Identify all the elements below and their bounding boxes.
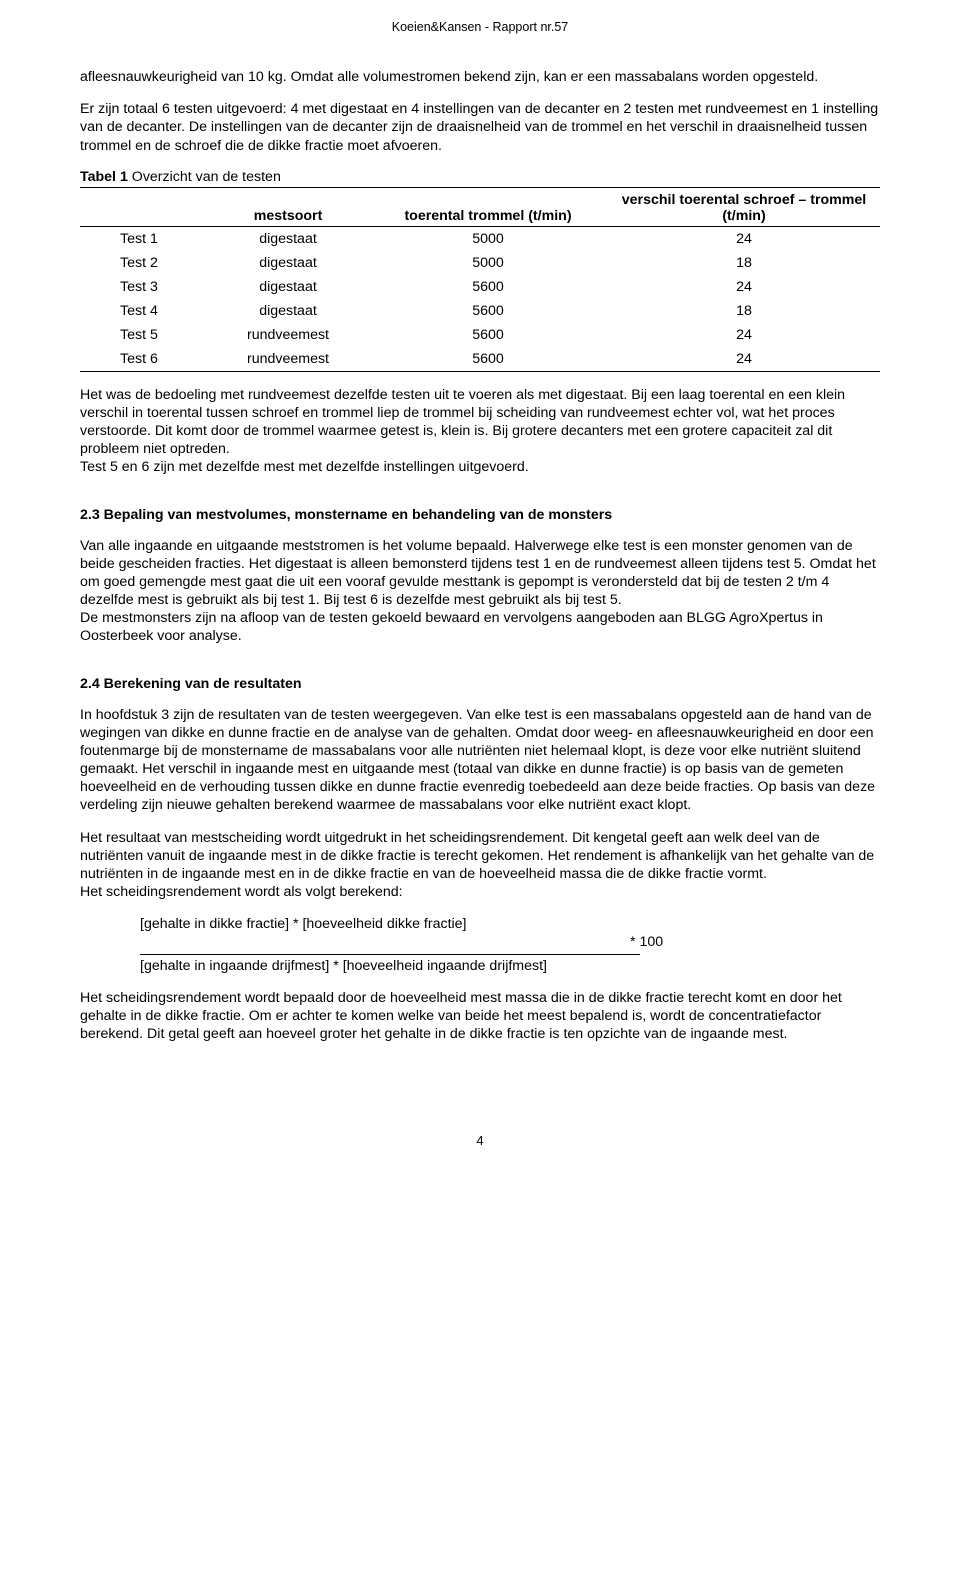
body-paragraph: Van alle ingaande en uitgaande meststrom… bbox=[80, 537, 880, 646]
table-cell: 24 bbox=[608, 275, 880, 299]
table-cell: 24 bbox=[608, 226, 880, 251]
table-cell: 24 bbox=[608, 323, 880, 347]
table-row: Test 6rundveemest560024 bbox=[80, 347, 880, 372]
table-cell: Test 2 bbox=[80, 251, 208, 275]
table-cell: 18 bbox=[608, 299, 880, 323]
table-cell: 5000 bbox=[368, 251, 608, 275]
table-caption: Tabel 1 Overzicht van de testen bbox=[80, 169, 880, 188]
body-paragraph: In hoofdstuk 3 zijn de resultaten van de… bbox=[80, 706, 880, 815]
body-paragraph: Het was de bedoeling met rundveemest dez… bbox=[80, 386, 880, 477]
table-row: Test 1digestaat500024 bbox=[80, 226, 880, 251]
table-cell: 5600 bbox=[368, 323, 608, 347]
table-cell: 5000 bbox=[368, 226, 608, 251]
table-row: Test 4digestaat560018 bbox=[80, 299, 880, 323]
section-heading-2-3: 2.3 Bepaling van mestvolumes, monsternam… bbox=[80, 507, 880, 523]
table-caption-text: Overzicht van de testen bbox=[128, 169, 281, 185]
body-paragraph: afleesnauwkeurigheid van 10 kg. Omdat al… bbox=[80, 68, 880, 86]
formula-denominator: [gehalte in ingaande drijfmest] * [hoeve… bbox=[80, 957, 880, 975]
table-cell: Test 6 bbox=[80, 347, 208, 372]
body-paragraph: Het scheidingsrendement wordt bepaald do… bbox=[80, 989, 880, 1044]
table-header-cell bbox=[80, 190, 208, 227]
table-header-cell: toerental trommel (t/min) bbox=[368, 190, 608, 227]
section-heading-2-4: 2.4 Berekening van de resultaten bbox=[80, 676, 880, 692]
table-cell: 5600 bbox=[368, 275, 608, 299]
table-header-cell: mestsoort bbox=[208, 190, 368, 227]
table-row: Test 2digestaat500018 bbox=[80, 251, 880, 275]
table-cell: Test 1 bbox=[80, 226, 208, 251]
table-caption-label: Tabel 1 bbox=[80, 169, 128, 185]
table-cell: Test 4 bbox=[80, 299, 208, 323]
table-cell: 5600 bbox=[368, 299, 608, 323]
tests-table: mestsoorttoerental trommel (t/min)versch… bbox=[80, 190, 880, 372]
formula-block: [gehalte in dikke fractie] * [hoeveelhei… bbox=[80, 915, 880, 975]
table-cell: 5600 bbox=[368, 347, 608, 372]
table-cell: Test 3 bbox=[80, 275, 208, 299]
table-row: Test 3digestaat560024 bbox=[80, 275, 880, 299]
table-cell: 18 bbox=[608, 251, 880, 275]
table-cell: digestaat bbox=[208, 275, 368, 299]
table-cell: rundveemest bbox=[208, 347, 368, 372]
table-cell: digestaat bbox=[208, 226, 368, 251]
table-header-cell: verschil toerental schroef – trommel (t/… bbox=[608, 190, 880, 227]
formula-numerator: [gehalte in dikke fractie] * [hoeveelhei… bbox=[80, 915, 880, 933]
table-cell: digestaat bbox=[208, 299, 368, 323]
page-number: 4 bbox=[80, 1133, 880, 1148]
body-paragraph: Er zijn totaal 6 testen uitgevoerd: 4 me… bbox=[80, 100, 880, 155]
table-cell: 24 bbox=[608, 347, 880, 372]
report-header: Koeien&Kansen - Rapport nr.57 bbox=[80, 20, 880, 34]
body-paragraph: Het resultaat van mestscheiding wordt ui… bbox=[80, 829, 880, 902]
formula-multiplier: * 100 bbox=[80, 933, 663, 951]
table-cell: rundveemest bbox=[208, 323, 368, 347]
table-row: Test 5rundveemest560024 bbox=[80, 323, 880, 347]
table-cell: Test 5 bbox=[80, 323, 208, 347]
table-cell: digestaat bbox=[208, 251, 368, 275]
formula-divider bbox=[140, 954, 640, 955]
